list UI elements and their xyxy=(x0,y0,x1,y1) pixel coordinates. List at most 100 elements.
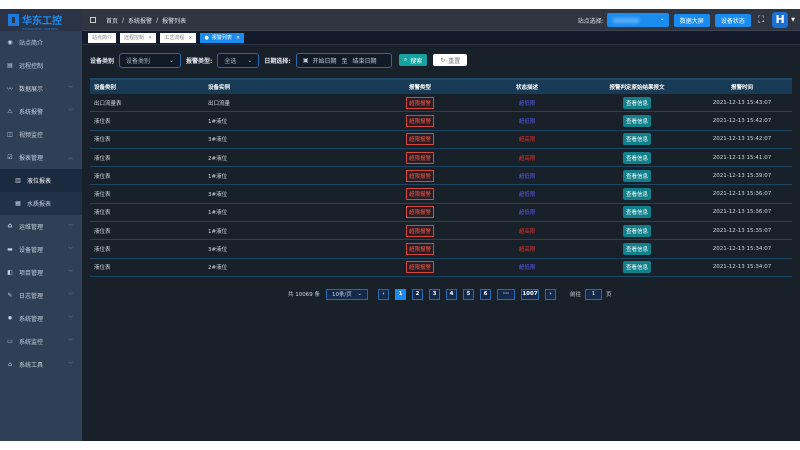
more-pages-button[interactable]: ··· xyxy=(497,288,515,300)
sidebar-item[interactable]: 〰数据展示 ﹀ xyxy=(0,77,82,100)
sidebar-item[interactable]: ⌂ 系统工具 ﹀ xyxy=(0,353,82,376)
device-type-label: 设备类别 xyxy=(90,57,115,65)
cell-device-instance: 1#液位 xyxy=(208,228,228,235)
breadcrumb-home[interactable]: 首页 xyxy=(106,17,119,25)
reset-button[interactable]: ↻ 重置 xyxy=(433,54,468,66)
view-info-button[interactable]: 查看信息 xyxy=(622,151,651,164)
close-icon[interactable]: × xyxy=(148,34,153,41)
alarm-type-tag: 超限报警 xyxy=(405,133,434,146)
page-button[interactable]: 6 xyxy=(480,288,491,300)
breadcrumb-alarm[interactable]: 系统报警 xyxy=(128,17,153,25)
view-info-button[interactable]: 查看信息 xyxy=(622,188,651,201)
page-button[interactable]: 5 xyxy=(463,288,474,300)
tab-label: 报警列表 xyxy=(211,35,232,41)
table-row: 液位表 1#液位 超限报警 超低限 查看信息 2021-12-13 15:39:… xyxy=(90,167,792,186)
end-date-input[interactable]: 结束日期 xyxy=(352,57,377,65)
sidebar-item[interactable]: ▭ 系统监控 ﹀ xyxy=(0,330,82,353)
logo-mark-icon xyxy=(8,14,19,26)
page-size-select[interactable]: 10条/页 ⌄ xyxy=(326,288,368,300)
cell-alarm-time: 2021-12-13 15:42:07 xyxy=(712,117,772,124)
page-button[interactable]: 3 xyxy=(429,288,440,300)
sidebar-item[interactable]: ◉ 站点简介 xyxy=(0,31,82,54)
logo-text: 华东工控 xyxy=(22,16,62,27)
view-info-button[interactable]: 查看信息 xyxy=(622,169,651,182)
prev-page-button[interactable]: ‹ xyxy=(378,288,389,300)
device-type-select[interactable]: 设备类别 ⌄ xyxy=(119,52,182,68)
view-info-button[interactable]: 查看信息 xyxy=(622,206,651,219)
view-info-button[interactable]: 查看信息 xyxy=(622,114,651,127)
next-page-button[interactable]: › xyxy=(545,288,556,300)
sidebar-item[interactable]: ✹ 系统管理 ﹀ xyxy=(0,307,82,330)
page-button[interactable]: 2 xyxy=(412,288,423,300)
logo-sub: HD INDUSTRY CONTROL xyxy=(22,27,59,31)
fullscreen-icon[interactable]: ⛶ xyxy=(757,15,765,25)
page-button[interactable]: 1 xyxy=(395,288,406,300)
page-button[interactable]: 1007 xyxy=(521,288,539,300)
sidebar-item-label: 液位报表 xyxy=(27,178,52,185)
report-icon: ☑ xyxy=(7,154,13,161)
sidebar-item[interactable]: ▦ 水质报表 xyxy=(0,192,82,215)
close-icon[interactable]: × xyxy=(188,34,193,41)
cell-alarm-time: 2021-12-13 15:41:07 xyxy=(712,154,772,161)
cell-device-instance: 1#液位 xyxy=(208,210,228,217)
log-icon: ✎ xyxy=(7,292,13,299)
chevron-down-icon: ﹀ xyxy=(67,247,73,253)
page-size-value: 10条/页 xyxy=(332,292,352,298)
cell-device-type: 液位表 xyxy=(94,155,111,162)
sidebar-item-label: 水质报表 xyxy=(27,201,52,208)
status-text: 超低限 xyxy=(518,100,536,107)
tab[interactable]: ● 报警列表 × xyxy=(200,32,245,43)
sidebar-item-label: 系统管理 xyxy=(19,316,44,323)
sidebar-item[interactable]: ▥ 液位报表 xyxy=(0,169,82,192)
goto-page-input[interactable]: 1 xyxy=(585,288,603,300)
start-date-input[interactable]: 开始日期 xyxy=(312,57,337,65)
cell-device-type: 液位表 xyxy=(94,118,111,125)
sidebar-item[interactable]: ✎ 日志管理 ﹀ xyxy=(0,284,82,307)
view-info-button[interactable]: 查看信息 xyxy=(622,133,651,146)
monitor-icon: ▭ xyxy=(7,338,13,345)
table-icon: ▦ xyxy=(15,200,21,207)
sidebar-item[interactable]: ♻ 运维管理 ﹀ xyxy=(0,215,82,238)
tab[interactable]: 远程控制 × xyxy=(120,32,157,43)
sidebar-item[interactable]: ◫ 视频监控 xyxy=(0,123,82,146)
alarm-type-select[interactable]: 全选 ⌄ xyxy=(217,52,260,68)
sidebar-item[interactable]: ◧ 项目管理 ﹀ xyxy=(0,261,82,284)
view-info-button[interactable]: 查看信息 xyxy=(622,224,651,237)
table-row: 液位表 2#液位 超限报警 超高限 查看信息 2021-12-13 15:41:… xyxy=(90,149,792,168)
col-status: 状态描述 xyxy=(515,85,538,91)
alarm-table: 设备类别 设备实例 报警类型 状态描述 报警判定原始结果报文 报警时间 出口流量… xyxy=(90,78,792,277)
view-info-button[interactable]: 查看信息 xyxy=(622,243,651,256)
device-status-button[interactable]: 设备状态 xyxy=(714,13,751,27)
pagination: 共 10069 条 10条/页 ⌄ ‹ 1 2 3 4 5 6 ··· 1007 › 前往 1 … xyxy=(288,288,612,300)
collapse-menu-icon[interactable] xyxy=(90,17,96,23)
sidebar-item[interactable]: ⚠ 系统报警 ﹀ xyxy=(0,100,82,123)
site-select[interactable]: ⌄ xyxy=(606,13,669,27)
refresh-icon: ↻ xyxy=(440,56,446,64)
chevron-down-icon: ⌄ xyxy=(659,15,665,22)
table-row: 液位表 3#液位 超限报警 超高限 查看信息 2021-12-13 15:42:… xyxy=(90,131,792,149)
tab-label: 远程控制 xyxy=(124,35,145,41)
cell-device-type: 液位表 xyxy=(94,265,111,272)
tab[interactable]: 站点简介 xyxy=(88,32,117,43)
cell-device-type: 液位表 xyxy=(94,192,111,199)
sidebar-item[interactable]: ☑ 报表管理 ︿ xyxy=(0,146,82,169)
chevron-down-icon: ⌄ xyxy=(168,56,175,64)
view-info-button[interactable]: 查看信息 xyxy=(622,261,651,274)
view-info-button[interactable]: 查看信息 xyxy=(622,96,651,109)
chevron-down-icon: ﹀ xyxy=(67,86,73,92)
caret-down-icon[interactable]: ▼ xyxy=(791,17,795,23)
sidebar-item[interactable]: ▬ 设备管理 ﹀ xyxy=(0,238,82,261)
tab[interactable]: 工艺流程 × xyxy=(160,32,197,43)
close-icon[interactable]: × xyxy=(235,34,241,41)
chevron-down-icon: ﹀ xyxy=(67,270,73,276)
avatar[interactable]: H xyxy=(772,12,789,28)
date-range-picker[interactable]: ▣ 开始日期 至 结束日期 xyxy=(295,52,392,68)
page-button[interactable]: 4 xyxy=(446,288,457,300)
goto-label: 前往 xyxy=(570,292,582,298)
search-button[interactable]: ⌕ 搜索 xyxy=(398,54,428,66)
tab-label: 工艺流程 xyxy=(164,35,185,41)
table-row: 液位表 3#液位 超限报警 超低限 查看信息 2021-12-13 15:36:… xyxy=(90,185,792,204)
date-label: 日期选择: xyxy=(264,57,291,65)
data-screen-button[interactable]: 数据大屏 xyxy=(673,13,710,27)
sidebar-item[interactable]: ▤ 远程控制 xyxy=(0,54,82,77)
